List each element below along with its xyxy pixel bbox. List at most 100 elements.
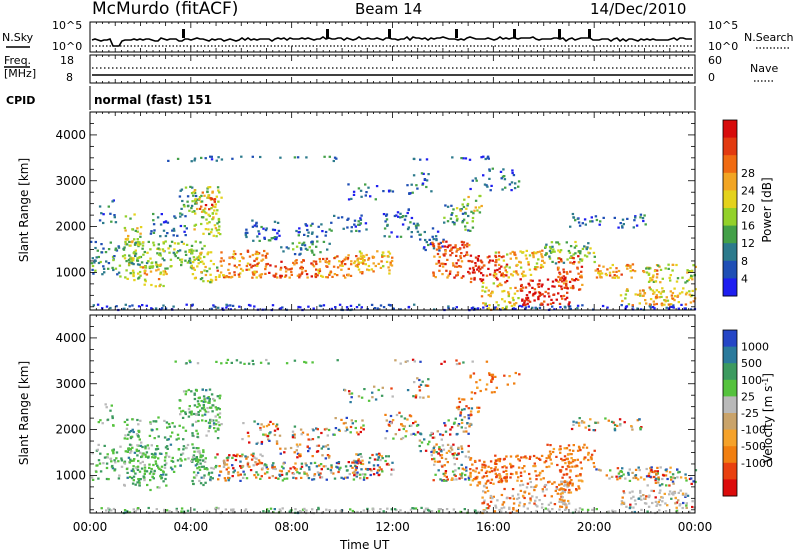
- range-cell: [180, 453, 183, 456]
- range-cell: [164, 446, 168, 449]
- range-cell: [453, 221, 456, 224]
- range-cell: [215, 229, 219, 232]
- range-cell: [690, 477, 693, 480]
- range-cell: [513, 382, 516, 385]
- range-cell: [637, 466, 640, 469]
- range-cell: [526, 482, 530, 485]
- range-cell: [165, 462, 168, 465]
- range-cell: [100, 507, 103, 510]
- range-cell: [433, 460, 437, 463]
- range-cell: [463, 198, 466, 201]
- range-cell: [137, 479, 141, 482]
- range-cell: [621, 501, 624, 504]
- range-cell: [372, 508, 375, 511]
- range-cell: [518, 373, 521, 376]
- range-cell: [164, 267, 167, 270]
- range-cell: [132, 508, 135, 511]
- range-cell: [214, 415, 217, 418]
- range-cell: [562, 279, 566, 282]
- range-cell: [330, 229, 333, 232]
- range-cell: [316, 428, 319, 431]
- range-cell: [469, 374, 472, 377]
- range-cell: [181, 416, 185, 419]
- range-cell: [367, 257, 371, 260]
- range-cell: [511, 169, 514, 172]
- range-cell: [482, 475, 486, 478]
- range-cell: [171, 456, 174, 459]
- range-cell: [394, 433, 397, 436]
- range-cell: [160, 452, 163, 455]
- range-cell: [498, 270, 501, 274]
- range-cell: [199, 462, 202, 465]
- range-cell: [577, 510, 581, 513]
- range-cell: [532, 256, 535, 259]
- range-cell: [540, 263, 543, 267]
- range-cell: [383, 254, 386, 258]
- range-cell: [291, 436, 295, 439]
- range-cell: [460, 426, 463, 429]
- range-cell: [544, 245, 547, 248]
- range-cell: [186, 261, 190, 264]
- range-cell: [622, 490, 625, 493]
- velocity-colorbar-label-main: Velocity [m s: [761, 386, 775, 463]
- range-cell: [485, 304, 488, 308]
- range-cell: [136, 465, 140, 468]
- range-cell: [140, 455, 144, 458]
- range-cell: [572, 257, 575, 260]
- range-cell: [128, 261, 131, 264]
- range-cell: [220, 196, 223, 199]
- range-cell: [402, 427, 405, 431]
- range-cell: [518, 501, 522, 504]
- range-cell: [399, 216, 402, 219]
- range-cell: [609, 266, 612, 270]
- range-cell: [579, 258, 582, 261]
- range-cell: [673, 287, 676, 290]
- range-cell: [669, 279, 672, 282]
- range-cell: [669, 476, 673, 479]
- range-cell: [144, 455, 148, 458]
- range-cell: [256, 256, 259, 260]
- range-cell: [474, 470, 477, 473]
- range-cell: [373, 458, 377, 461]
- range-cell: [232, 454, 235, 457]
- range-cell: [613, 427, 617, 430]
- range-cell: [230, 509, 233, 512]
- range-cell: [631, 305, 634, 308]
- range-cell: [684, 494, 687, 497]
- range-cell: [663, 299, 666, 302]
- colorbar-tick-label: 1000: [741, 341, 769, 354]
- range-cell: [560, 457, 563, 460]
- range-cell: [244, 234, 248, 237]
- range-cell: [691, 278, 694, 281]
- range-cell: [476, 209, 479, 212]
- range-cell: [479, 278, 482, 281]
- range-cell: [653, 307, 656, 310]
- range-cell: [262, 227, 265, 230]
- range-cell: [484, 302, 487, 305]
- range-cell: [322, 257, 325, 261]
- range-cell: [192, 256, 196, 259]
- range-cell: [182, 445, 186, 448]
- range-cell: [533, 268, 537, 271]
- range-cell: [656, 273, 659, 276]
- range-cell: [244, 308, 247, 311]
- range-cell: [175, 251, 179, 254]
- range-cell: [485, 480, 489, 483]
- range-cell: [419, 360, 422, 363]
- range-cell: [213, 224, 217, 227]
- range-cell: [298, 253, 301, 256]
- range-cell: [260, 440, 264, 444]
- range-cell: [135, 466, 138, 470]
- range-cell: [659, 466, 662, 469]
- range-cell: [103, 456, 107, 459]
- range-cell: [499, 475, 502, 478]
- range-cell: [686, 494, 690, 497]
- range-cell: [209, 251, 213, 254]
- range-cell: [582, 421, 586, 424]
- range-cell: [231, 304, 235, 307]
- range-cell: [260, 462, 264, 465]
- range-cell: [560, 285, 563, 288]
- range-cell: [234, 252, 237, 256]
- nave-label: Nave: [750, 62, 778, 75]
- range-cell: [212, 423, 216, 426]
